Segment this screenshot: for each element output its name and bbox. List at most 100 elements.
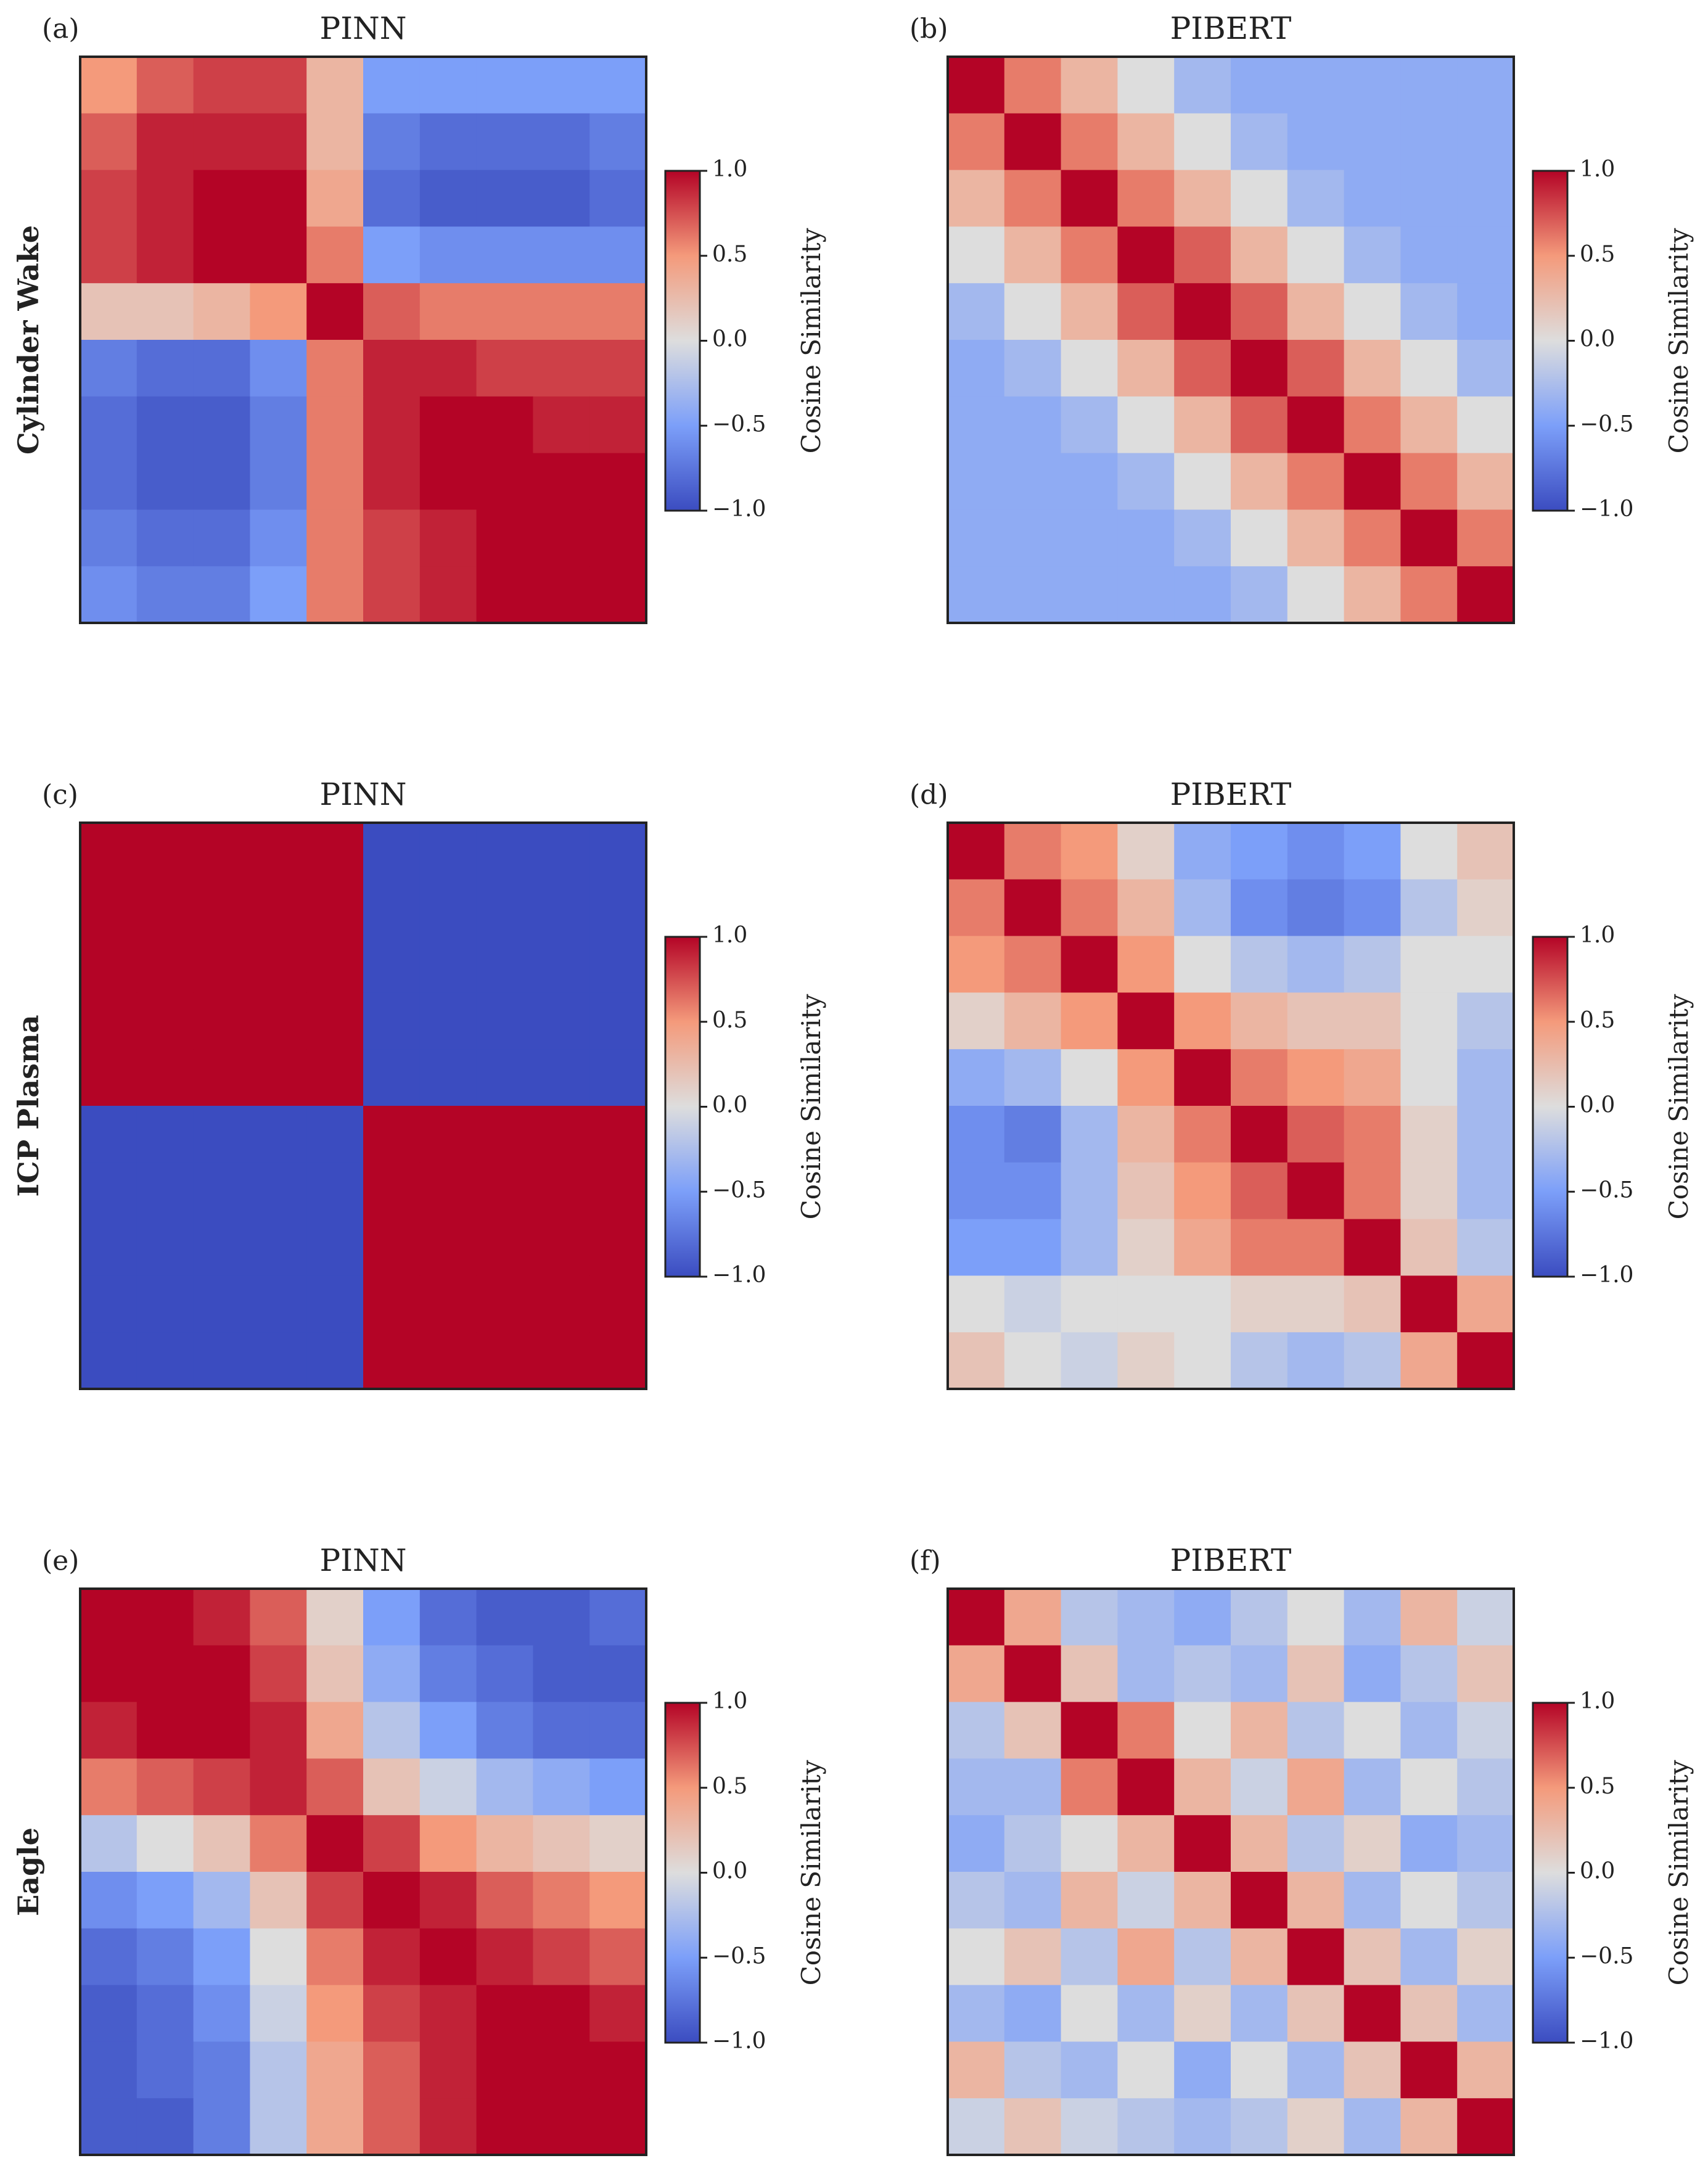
heatmap-cell (250, 1872, 307, 1929)
heatmap-cell (589, 1985, 647, 2042)
colorbar (664, 936, 701, 1278)
heatmap-cell (533, 1985, 590, 2042)
colorbar-tick-label: −1.0 (1580, 1262, 1633, 1288)
colorbar-tick-label: −0.5 (1580, 1943, 1633, 1969)
heatmap-cell (136, 57, 194, 114)
heatmap-cell (193, 992, 250, 1050)
heatmap-cell (250, 1162, 307, 1220)
heatmap-cell (533, 170, 590, 227)
heatmap-cell (1117, 1758, 1175, 1816)
heatmap-cell (1457, 992, 1514, 1050)
heatmap-cell (1061, 1049, 1118, 1106)
heatmap-cell (948, 226, 1005, 284)
heatmap-cell (193, 1589, 250, 1646)
colorbar (1532, 170, 1569, 512)
heatmap-cell (306, 879, 364, 937)
heatmap-cell (250, 879, 307, 937)
panel-label: (d) (909, 780, 948, 811)
colorbar-tick-label: 1.0 (1580, 157, 1615, 182)
heatmap-cell (1231, 1589, 1288, 1646)
heatmap-cell (193, 1275, 250, 1333)
heatmap-cell (948, 566, 1005, 624)
heatmap-cell (363, 823, 421, 880)
heatmap-cell (1287, 453, 1345, 510)
heatmap-cell (589, 1219, 647, 1276)
heatmap-cell (363, 113, 421, 171)
heatmap-cell (589, 992, 647, 1050)
heatmap-cell (306, 1589, 364, 1646)
row-label: Cylinder Wake (12, 225, 45, 455)
heatmap-cell (306, 1332, 364, 1390)
heatmap-cell (1117, 170, 1175, 227)
heatmap-cell (419, 340, 477, 397)
heatmap-cell (419, 1928, 477, 1986)
heatmap-cell (1004, 1219, 1062, 1276)
heatmap-cell (1174, 2098, 1231, 2155)
heatmap-cell (948, 1219, 1005, 1276)
heatmap-cell (1174, 1162, 1231, 1220)
heatmap-cell (306, 1815, 364, 1872)
panel-title: PIBERT (1170, 776, 1292, 812)
heatmap-cell (1174, 57, 1231, 114)
heatmap-cell (1287, 1275, 1345, 1333)
heatmap-cell (250, 1702, 307, 1759)
heatmap-cell (948, 823, 1005, 880)
heatmap-cell (1174, 1872, 1231, 1929)
heatmap-cell (250, 396, 307, 454)
heatmap-cell (476, 2041, 533, 2099)
heatmap-cell (306, 566, 364, 624)
heatmap-cell (363, 2041, 421, 2099)
heatmap-cell (476, 936, 533, 993)
heatmap-cell (476, 1815, 533, 1872)
heatmap-cell (1174, 226, 1231, 284)
heatmap-cell (589, 1645, 647, 1703)
heatmap-cell (1400, 340, 1458, 397)
heatmap-cell (476, 1702, 533, 1759)
colorbar-tick-label: 1.0 (712, 923, 747, 948)
heatmap-cell (1287, 1758, 1345, 1816)
colorbar-label: Cosine Similarity (796, 994, 826, 1219)
heatmap-cell (1344, 1872, 1401, 1929)
heatmap-cell (1400, 1758, 1458, 1816)
heatmap-cell (1287, 1985, 1345, 2042)
heatmap-cell (1174, 113, 1231, 171)
heatmap-cell (1400, 566, 1458, 624)
heatmap-cell (306, 1162, 364, 1220)
heatmap-cell (1457, 57, 1514, 114)
heatmap-cell (136, 340, 194, 397)
heatmap-cell (1457, 2098, 1514, 2155)
heatmap-cell (1231, 57, 1288, 114)
heatmap-cell (1117, 2041, 1175, 2099)
heatmap-cell (1004, 1275, 1062, 1333)
heatmap-cell (948, 113, 1005, 171)
heatmap-cell (1400, 2098, 1458, 2155)
heatmap-cell (1287, 113, 1345, 171)
heatmap-cell (1117, 566, 1175, 624)
heatmap-cell (363, 1928, 421, 1986)
heatmap-cell (1004, 1928, 1062, 1986)
heatmap-cell (1231, 453, 1288, 510)
heatmap-cell (476, 1985, 533, 2042)
heatmap-cell (80, 879, 138, 937)
colorbar-tick-label: 1.0 (712, 1689, 747, 1714)
panel-title: PIBERT (1170, 1542, 1292, 1578)
heatmap-cell (193, 453, 250, 510)
heatmap-cell (419, 992, 477, 1050)
heatmap-cell (476, 1332, 533, 1390)
heatmap-cell (193, 1758, 250, 1816)
heatmap-cell (363, 1645, 421, 1703)
heatmap-frame (946, 821, 1515, 1390)
heatmap-cell (589, 936, 647, 993)
heatmap-cell (306, 1219, 364, 1276)
heatmap-cell (419, 1872, 477, 1929)
heatmap-cell (1457, 1275, 1514, 1333)
colorbar-tick-label: 1.0 (1580, 923, 1615, 948)
heatmap-cell (1004, 1872, 1062, 1929)
heatmap-cell (419, 170, 477, 227)
heatmap-cell (1004, 1162, 1062, 1220)
heatmap-cell (1061, 936, 1118, 993)
heatmap-cell (136, 509, 194, 567)
row-label: Eagle (12, 1827, 45, 1916)
heatmap-cell (1231, 226, 1288, 284)
heatmap-cell (948, 879, 1005, 937)
